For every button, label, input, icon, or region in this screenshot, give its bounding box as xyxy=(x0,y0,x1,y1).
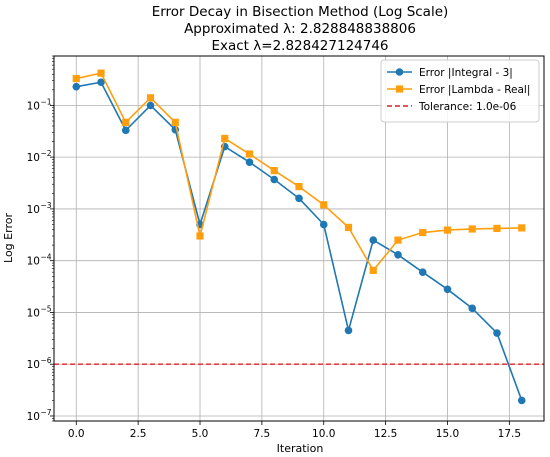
x-axis-label: Iteration xyxy=(277,442,324,455)
y-tick-exponent: −4 xyxy=(41,253,52,262)
series-2-point xyxy=(196,232,204,240)
series-2-point xyxy=(369,266,377,274)
x-tick-label: 2.5 xyxy=(130,428,147,440)
legend: Error |Integral - 3| Error |Lambda - Real… xyxy=(380,59,540,123)
series-1-point xyxy=(394,250,402,259)
series-1-point xyxy=(418,268,427,276)
series-1-point xyxy=(344,326,353,335)
series-1-point xyxy=(493,329,501,337)
series-2-point xyxy=(468,225,476,233)
series-2-point xyxy=(419,228,427,237)
legend-box xyxy=(380,59,540,123)
series-1-point xyxy=(121,126,130,135)
series-2-point xyxy=(245,150,254,158)
series-2-point xyxy=(122,118,130,126)
x-tick-label: 10.0 xyxy=(312,428,335,440)
y-tick-label: 10 xyxy=(27,307,40,319)
y-tick-exponent: −3 xyxy=(41,201,52,210)
series-1-point xyxy=(443,285,452,294)
series-1-point xyxy=(146,101,155,110)
x-tick-label: 7.5 xyxy=(254,428,271,440)
series-1-point xyxy=(468,304,477,313)
data-series xyxy=(72,69,526,405)
x-tick-label: 12.5 xyxy=(374,428,397,440)
y-axis-ticks: 10−710−610−510−410−310−210−1 xyxy=(27,55,54,423)
y-tick-exponent: −1 xyxy=(41,97,52,106)
y-tick-exponent: −5 xyxy=(41,304,52,313)
y-tick-label: 10 xyxy=(27,256,40,268)
legend-label-1: Error |Integral - 3| xyxy=(419,67,513,79)
plot-area-frame xyxy=(53,55,545,422)
chart-title-line-2: Approximated λ: 2.828848838806 xyxy=(184,21,416,37)
series-2-point xyxy=(221,134,229,143)
series-2-point xyxy=(146,94,155,102)
y-axis-label: Log Error xyxy=(2,213,15,263)
y-tick-label: 10 xyxy=(27,100,40,112)
y-tick-label: 10 xyxy=(27,204,40,216)
series-1-point xyxy=(270,175,279,184)
legend-label-2: Error |Lambda - Real| xyxy=(419,84,530,96)
series-2-point xyxy=(171,118,179,126)
series-2-point xyxy=(518,224,526,232)
x-axis-ticks: 0.0 2.5 5.0 7.5 10.0 12.5 15.0 17.5 xyxy=(68,421,521,440)
y-tick-exponent: −6 xyxy=(41,356,52,365)
series-2-point xyxy=(97,69,105,77)
series-1-point xyxy=(245,158,254,166)
series-2-point xyxy=(320,201,328,209)
series-2-point xyxy=(72,74,80,83)
legend-marker-1 xyxy=(395,68,404,76)
y-tick-label: 10 xyxy=(27,359,40,371)
series-1-point xyxy=(72,82,81,91)
chart-title-line-1: Error Decay in Bisection Method (Log Sca… xyxy=(152,4,449,20)
x-tick-label: 15.0 xyxy=(436,428,459,440)
series-2-point xyxy=(443,226,452,234)
series-1-point xyxy=(517,396,526,405)
y-tick-exponent: −7 xyxy=(41,408,52,417)
series-2-point xyxy=(394,236,402,244)
legend-label-tolerance: Tolerance: 1.0e-06 xyxy=(418,101,517,113)
chart-title-line-3: Exact λ=2.828427124746 xyxy=(211,38,388,54)
series-2-point xyxy=(344,223,353,231)
y-tick-label: 10 xyxy=(27,411,40,423)
series-1-point xyxy=(319,220,328,229)
x-tick-label: 5.0 xyxy=(192,428,209,440)
series-2-point xyxy=(295,182,303,191)
y-tick-label: 10 xyxy=(27,152,40,164)
series-2-point xyxy=(493,224,501,233)
series-1-point xyxy=(369,236,378,244)
series-1-point xyxy=(295,194,303,203)
x-tick-label: 17.5 xyxy=(498,428,521,440)
x-tick-label: 0.0 xyxy=(68,428,85,440)
y-tick-exponent: −2 xyxy=(41,149,52,158)
series-2-point xyxy=(270,167,278,175)
series-1-point xyxy=(97,78,105,87)
legend-marker-2 xyxy=(395,85,404,93)
